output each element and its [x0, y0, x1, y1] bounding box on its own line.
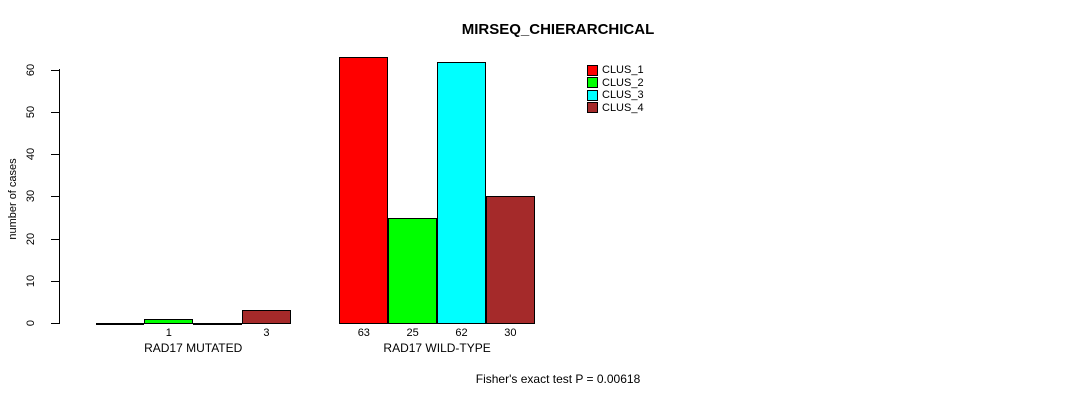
bar	[388, 218, 438, 324]
y-tick	[51, 70, 59, 71]
y-tick	[51, 154, 59, 155]
y-tick-label: 20	[25, 232, 37, 246]
legend-label: CLUS_4	[602, 101, 644, 114]
bar	[339, 57, 389, 324]
group-label: RAD17 MUTATED	[144, 341, 243, 355]
y-tick-label: 60	[25, 63, 37, 77]
bar	[242, 310, 291, 324]
y-tick	[51, 196, 59, 197]
bar-value-label: 1	[165, 327, 172, 339]
bar-value-label: 63	[357, 327, 370, 339]
y-tick	[51, 281, 59, 282]
legend-swatch	[587, 89, 598, 101]
legend-row: CLUS_3	[587, 89, 644, 101]
legend-swatch	[587, 64, 598, 76]
legend-swatch	[587, 102, 598, 114]
bar	[193, 323, 243, 325]
legend-row: CLUS_1	[587, 64, 644, 76]
bar-value-label: 30	[504, 327, 517, 339]
legend-row: CLUS_4	[587, 102, 644, 114]
y-tick-label: 40	[25, 147, 37, 161]
legend-label: CLUS_1	[602, 64, 644, 76]
bar-value-label: 3	[263, 327, 270, 339]
chart-title: MIRSEQ_CHIERARCHICAL	[461, 21, 655, 38]
bar	[144, 319, 194, 324]
y-axis-line	[59, 69, 60, 324]
y-tick	[51, 112, 59, 113]
bar-value-label: 25	[406, 327, 419, 339]
legend-swatch	[587, 77, 598, 89]
y-axis-label: number of cases	[7, 158, 19, 240]
y-tick-label: 10	[25, 274, 37, 288]
group-label: RAD17 WILD-TYPE	[383, 341, 491, 355]
y-tick-label: 50	[25, 105, 37, 119]
bar	[485, 196, 535, 324]
bar	[437, 62, 486, 324]
y-tick	[51, 323, 59, 324]
y-tick-label: 0	[25, 319, 37, 327]
bar	[95, 323, 145, 325]
legend-label: CLUS_2	[602, 76, 644, 89]
y-tick-label: 30	[25, 189, 37, 203]
fisher-test-note: Fisher's exact test P = 0.00618	[475, 372, 641, 386]
legend-label: CLUS_3	[602, 89, 644, 102]
bar-value-label: 62	[455, 327, 468, 339]
legend-row: CLUS_2	[587, 77, 644, 89]
y-tick	[51, 239, 59, 240]
